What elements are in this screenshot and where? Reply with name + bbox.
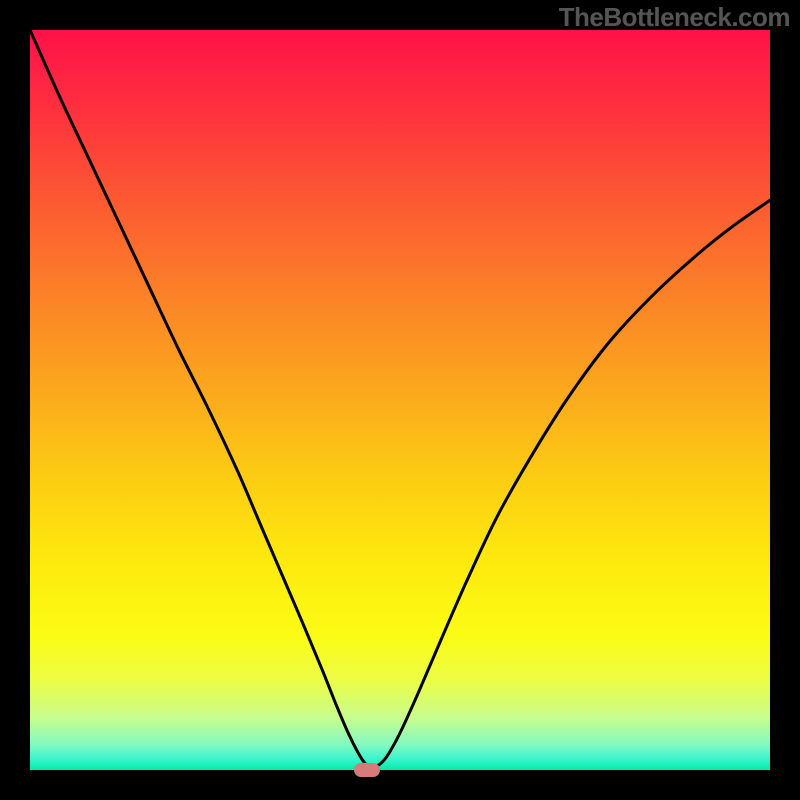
plot-area (30, 30, 770, 770)
watermark-text: TheBottleneck.com (559, 2, 790, 33)
minimum-marker (354, 763, 380, 777)
chart-container: TheBottleneck.com (0, 0, 800, 800)
